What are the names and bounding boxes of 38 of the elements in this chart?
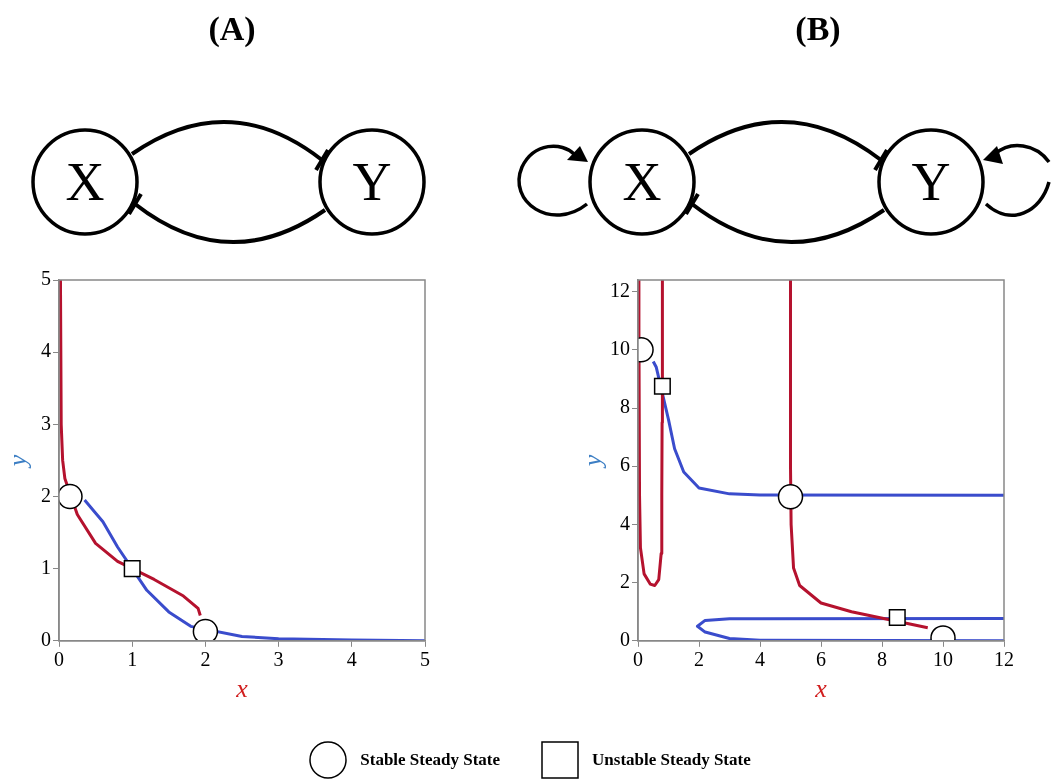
x-tick-label: 1 xyxy=(127,648,138,671)
point xyxy=(653,377,671,395)
y-tick-label: 5 xyxy=(41,267,51,290)
y-tick-label: 3 xyxy=(41,411,51,434)
y-tick-label: 8 xyxy=(620,395,630,418)
x-tick-label: 10 xyxy=(933,648,953,671)
y-tick-label: 4 xyxy=(41,339,51,362)
chart-title: (B) xyxy=(794,10,842,48)
point xyxy=(888,608,906,627)
y-tick-label: 1 xyxy=(41,555,51,578)
y-axis-title: y xyxy=(578,454,608,470)
y-tick-label: 12 xyxy=(610,278,630,301)
legend-label: Stable Steady State xyxy=(360,750,501,770)
y-tick-label: 4 xyxy=(620,511,630,534)
y-tick-label: 10 xyxy=(610,337,630,360)
y-axis-title: y xyxy=(3,454,33,470)
x-axis-title: x xyxy=(235,674,249,704)
text: Y xyxy=(911,152,951,212)
text: X xyxy=(65,152,105,212)
x-axis-title: x xyxy=(814,674,828,704)
x-tick-label: 2 xyxy=(694,648,704,671)
y-tick-label: 0 xyxy=(41,628,51,651)
x-tick-label: 6 xyxy=(816,648,826,671)
x-tick-label: 4 xyxy=(346,648,357,671)
text: Y xyxy=(352,152,392,212)
x-tick-label: 5 xyxy=(420,648,430,671)
x-tick-label: 8 xyxy=(877,648,887,671)
x-tick-label: 3 xyxy=(273,648,284,671)
x-tick-label: 4 xyxy=(755,648,765,671)
y-tick-label: 2 xyxy=(41,483,51,506)
legend-label: Unstable Steady State xyxy=(592,750,751,770)
y-tick-label: 0 xyxy=(620,628,630,651)
x-tick-label: 12 xyxy=(994,648,1014,671)
y-tick-label: 2 xyxy=(620,569,630,592)
x-tick-label: 2 xyxy=(200,648,211,671)
text: X xyxy=(622,152,662,212)
y-tick-label: 6 xyxy=(620,453,630,476)
chart-title: (A) xyxy=(207,10,257,48)
